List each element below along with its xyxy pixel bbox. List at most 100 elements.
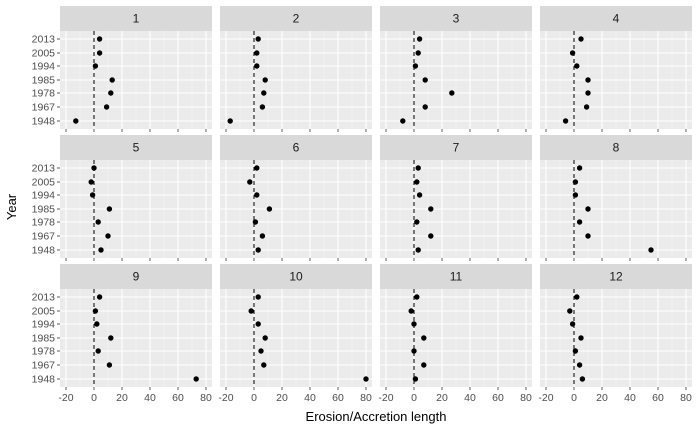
data-point-1948 — [193, 376, 199, 382]
facet-strip — [380, 264, 532, 289]
x-tick-label: 0 — [411, 392, 417, 404]
data-point-1948 — [400, 118, 406, 124]
data-point-2013 — [415, 165, 421, 171]
data-point-1967 — [259, 233, 266, 239]
y-tick-label: 1978 — [32, 88, 56, 100]
x-axis-title: Erosion/Accretion length — [306, 409, 447, 424]
x-tick-label: -20 — [58, 392, 73, 404]
facet-strip-label: 5 — [133, 141, 140, 155]
data-point-2005 — [567, 308, 573, 314]
data-point-1985 — [106, 206, 113, 212]
x-tick-label: 80 — [200, 392, 212, 404]
facet-panel-6: 6 — [220, 135, 372, 261]
data-point-1985 — [585, 77, 591, 83]
data-point-1978 — [572, 348, 579, 354]
facet-strip — [220, 264, 372, 289]
y-tick-label: 1994 — [32, 61, 56, 73]
data-point-1978 — [414, 219, 420, 225]
facet-panel-12: 12 -20 0 20 40 60 80 — [538, 264, 692, 404]
facet-strip-label: 11 — [450, 270, 463, 284]
data-point-1978 — [261, 90, 267, 96]
data-point-1994 — [254, 192, 260, 198]
data-point-2005 — [254, 50, 260, 56]
facet-strip-label: 1 — [133, 12, 140, 26]
facet-strip-label: 3 — [453, 12, 460, 26]
data-point-1985 — [109, 77, 115, 83]
facet-strip — [220, 135, 372, 160]
data-point-1978 — [411, 348, 417, 354]
data-point-1985 — [262, 335, 268, 341]
facet-strip — [60, 264, 212, 289]
facet-panel-3: 3 — [380, 6, 532, 132]
y-tick-label: 1994 — [32, 319, 56, 331]
data-point-1978 — [108, 90, 114, 96]
data-point-1994 — [94, 321, 100, 327]
data-point-1994 — [255, 321, 261, 327]
facet-strip — [540, 6, 692, 31]
data-point-2005 — [569, 50, 576, 56]
data-point-1994 — [572, 192, 579, 198]
y-tick-label: 1967 — [32, 360, 56, 372]
facet-panel-7: 7 — [380, 135, 532, 261]
data-point-1967 — [106, 362, 113, 368]
data-point-1948 — [648, 247, 654, 253]
data-point-1994 — [574, 63, 580, 69]
data-point-2013 — [96, 36, 103, 42]
data-point-2005 — [415, 50, 421, 56]
data-point-1978 — [585, 90, 591, 96]
facet-panel-2: 2 — [220, 6, 372, 132]
data-point-1967 — [576, 362, 583, 368]
data-point-1994 — [569, 321, 576, 327]
y-tick-label: 1948 — [32, 116, 56, 128]
facet-strip-label: 9 — [133, 270, 140, 284]
facet-panel-11: 11 -20 0 20 40 60 80 — [378, 264, 532, 404]
y-tick-label: 1948 — [32, 245, 56, 257]
data-point-2013 — [96, 294, 103, 300]
y-tick-label: 1978 — [32, 346, 56, 358]
y-tick-label: 2013 — [32, 34, 56, 46]
x-tick-label: 20 — [436, 392, 448, 404]
data-point-1967 — [259, 104, 266, 110]
data-point-2005 — [408, 308, 414, 314]
data-point-1978 — [95, 219, 101, 225]
y-tick-label: 1985 — [32, 204, 56, 216]
y-tick-label: 1967 — [32, 231, 56, 243]
data-point-2013 — [576, 165, 583, 171]
y-tick-label: 1978 — [32, 217, 56, 229]
x-tick-label: 0 — [571, 392, 577, 404]
data-point-2005 — [88, 179, 94, 185]
data-point-1948 — [227, 118, 233, 124]
data-point-1948 — [412, 376, 419, 382]
facet-strip — [380, 135, 532, 160]
data-point-1948 — [579, 376, 586, 382]
x-tick-label: 80 — [680, 392, 692, 404]
data-point-1967 — [583, 104, 590, 110]
facet-panel-8: 8 — [540, 135, 692, 261]
data-point-1948 — [255, 247, 261, 253]
y-tick-label: 2013 — [32, 292, 56, 304]
data-point-1985 — [422, 77, 428, 83]
y-tick-label: 1967 — [32, 102, 56, 114]
data-point-2005 — [414, 179, 420, 185]
data-point-1985 — [578, 335, 584, 341]
data-point-1994 — [411, 321, 417, 327]
data-point-1967 — [421, 362, 427, 368]
data-point-1967 — [103, 104, 110, 110]
data-point-1994 — [412, 63, 419, 69]
x-tick-label: 20 — [116, 392, 128, 404]
x-tick-label: 40 — [144, 392, 156, 404]
x-tick-label: 20 — [276, 392, 288, 404]
x-tick-label: 60 — [492, 392, 504, 404]
data-point-1967 — [261, 362, 267, 368]
data-point-1978 — [95, 348, 101, 354]
data-point-1985 — [108, 335, 114, 341]
data-point-1948 — [98, 247, 104, 253]
x-tick-label: 60 — [652, 392, 664, 404]
data-point-2013 — [255, 294, 261, 300]
y-tick-label: 2013 — [32, 163, 56, 175]
x-tick-label: 40 — [624, 392, 636, 404]
y-tick-label: 2005 — [32, 48, 56, 60]
